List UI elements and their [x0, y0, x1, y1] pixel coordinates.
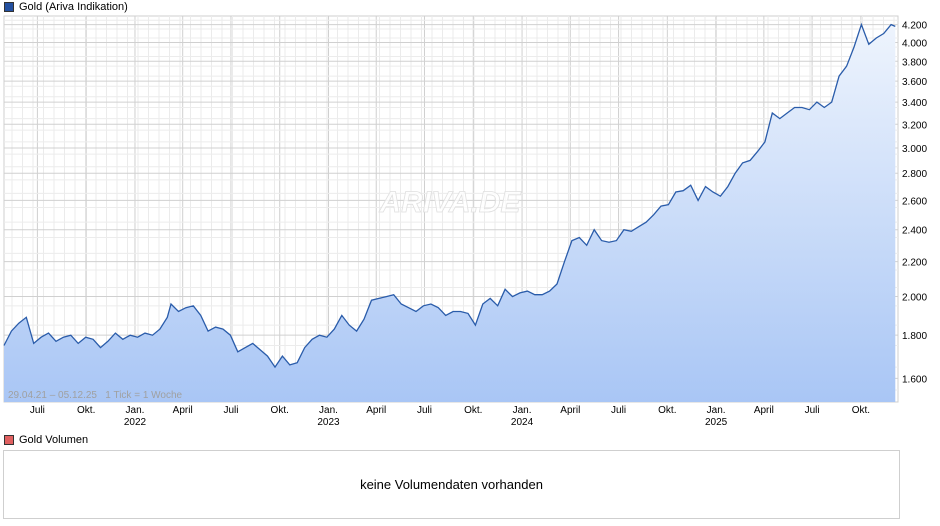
x-tick-label: Juli — [30, 405, 45, 416]
y-tick-label: 1.800 — [902, 331, 927, 342]
volume-legend: Gold Volumen — [4, 434, 88, 446]
x-tick-label: Jan. — [707, 405, 726, 416]
watermark: ARIVA.DE — [378, 186, 521, 219]
year-label: 2024 — [511, 417, 534, 428]
price-area — [4, 24, 896, 402]
x-tick-label: Jan. — [126, 405, 145, 416]
y-tick-label: 2.000 — [902, 293, 927, 304]
x-tick-label: Jan. — [319, 405, 338, 416]
y-tick-label: 4.000 — [902, 39, 927, 50]
price-line — [3, 22, 896, 369]
no-volume-message: keine Volumendaten vorhanden — [360, 477, 543, 492]
x-tick-label: Okt. — [464, 405, 482, 416]
x-tick-label: April — [173, 405, 193, 416]
y-tick-label: 2.800 — [902, 169, 927, 180]
volume-legend-swatch — [4, 435, 14, 445]
volume-legend-label: Gold Volumen — [19, 434, 89, 446]
price-legend-label: Gold (Ariva Indikation) — [19, 1, 128, 13]
y-tick-label: 2.200 — [902, 258, 927, 269]
x-tick-label: Okt. — [852, 405, 870, 416]
x-tick-label: April — [366, 405, 386, 416]
y-tick-label: 2.400 — [902, 226, 927, 237]
x-tick-label: Okt. — [658, 405, 676, 416]
x-tick-label: Juli — [805, 405, 820, 416]
y-tick-label: 4.200 — [902, 21, 927, 32]
price-chart: ARIVA.DE 29.04.21 – 05.12.25 1 Tick = 1 … — [3, 15, 927, 428]
price-legend-swatch — [4, 2, 14, 12]
y-tick-label: 3.400 — [902, 98, 927, 109]
y-tick-label: 3.200 — [902, 120, 927, 131]
y-tick-label: 3.000 — [902, 144, 927, 155]
year-label: 2023 — [317, 417, 340, 428]
price-legend: Gold (Ariva Indikation) — [4, 1, 128, 13]
y-tick-label: 2.600 — [902, 196, 927, 207]
x-tick-label: Okt. — [271, 405, 289, 416]
y-tick-label: 1.600 — [902, 374, 927, 385]
x-tick-label: April — [754, 405, 774, 416]
y-tick-label: 3.600 — [902, 77, 927, 88]
volume-panel: keine Volumendaten vorhanden — [3, 450, 900, 519]
x-tick-label: April — [560, 405, 580, 416]
x-tick-label: Juli — [223, 405, 238, 416]
x-tick-label: Juli — [417, 405, 432, 416]
year-label: 2025 — [705, 417, 728, 428]
x-tick-label: Jan. — [513, 405, 532, 416]
year-label: 2022 — [124, 417, 147, 428]
range-note: 29.04.21 – 05.12.25 1 Tick = 1 Woche — [8, 390, 183, 401]
x-tick-label: Okt. — [77, 405, 95, 416]
x-tick-label: Juli — [611, 405, 626, 416]
y-tick-label: 3.800 — [902, 57, 927, 68]
